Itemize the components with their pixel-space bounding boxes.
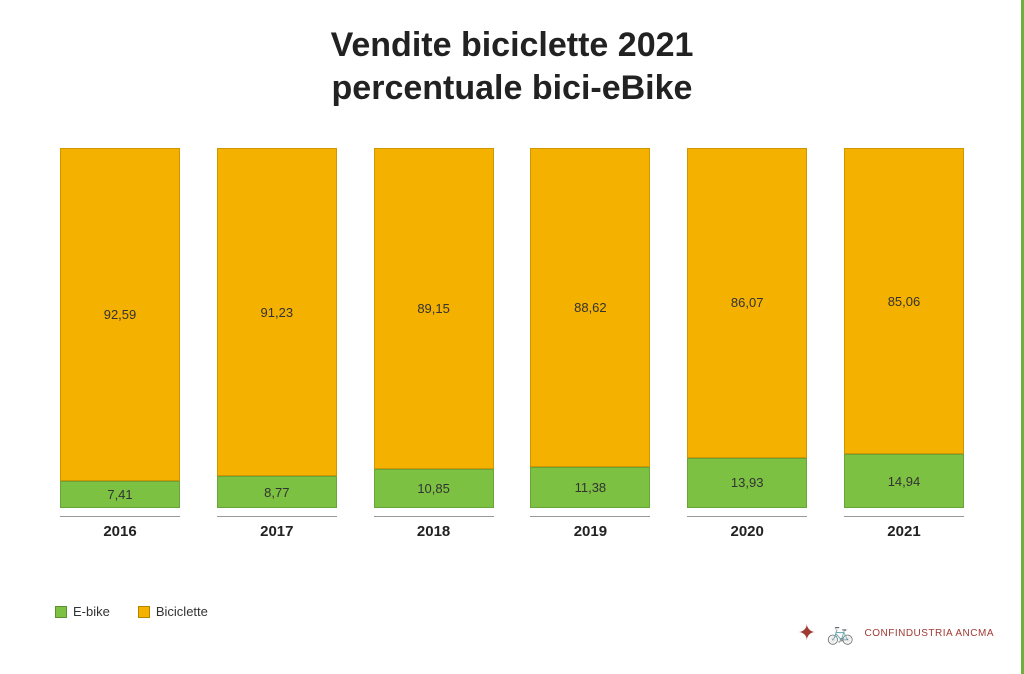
x-axis-label: 2017 (217, 516, 337, 540)
bar-stack: 10,8589,15 (374, 148, 494, 508)
segment-bici: 86,07 (687, 148, 807, 458)
bar-group-2021: 14,9485,06 2021 (834, 148, 974, 540)
bar-stack: 13,9386,07 (687, 148, 807, 508)
segment-ebike: 14,94 (844, 454, 964, 508)
bar-group-2020: 13,9386,07 2020 (677, 148, 817, 540)
segment-ebike: 13,93 (687, 458, 807, 508)
segment-bici: 92,59 (60, 148, 180, 481)
x-axis-label: 2020 (687, 516, 807, 540)
segment-bici: 89,15 (374, 148, 494, 469)
segment-bici: 88,62 (530, 148, 650, 467)
eagle-icon: ✦ (798, 622, 817, 644)
footer-logo: ✦ 🚲 CONFINDUSTRIA ANCMA (798, 622, 994, 644)
bar-stack: 14,9485,06 (844, 148, 964, 508)
bar-group-2017: 8,7791,23 2017 (207, 148, 347, 540)
bar-stack: 8,7791,23 (217, 148, 337, 508)
x-axis-label: 2016 (60, 516, 180, 540)
segment-ebike: 8,77 (217, 476, 337, 508)
chart-title-line2: percentuale bici-eBike (0, 67, 1024, 110)
segment-ebike: 11,38 (530, 467, 650, 508)
bar-group-2019: 11,3888,62 2019 (520, 148, 660, 540)
legend-item-bici: Biciclette (138, 604, 208, 619)
chart-title-line1: Vendite biciclette 2021 (0, 24, 1024, 67)
x-axis-label: 2021 (844, 516, 964, 540)
legend-label-bici: Biciclette (156, 604, 208, 619)
legend-swatch-bici (138, 606, 150, 618)
segment-ebike: 10,85 (374, 469, 494, 508)
bar-stack: 7,4192,59 (60, 148, 180, 508)
legend-label-ebike: E-bike (73, 604, 110, 619)
x-axis-label: 2018 (374, 516, 494, 540)
bike-icon: 🚲 (827, 622, 855, 644)
segment-bici: 85,06 (844, 148, 964, 454)
chart-title: Vendite biciclette 2021 percentuale bici… (0, 0, 1024, 109)
footer-text: CONFINDUSTRIA ANCMA (864, 628, 994, 639)
legend-swatch-ebike (55, 606, 67, 618)
bar-group-2016: 7,4192,59 2016 (50, 148, 190, 540)
segment-ebike: 7,41 (60, 481, 180, 508)
bar-stack: 11,3888,62 (530, 148, 650, 508)
x-axis-label: 2019 (530, 516, 650, 540)
bar-group-2018: 10,8589,15 2018 (364, 148, 504, 540)
segment-bici: 91,23 (217, 148, 337, 476)
legend-item-ebike: E-bike (55, 604, 110, 619)
chart-area: 7,4192,5920168,7791,23201710,8589,152018… (50, 160, 974, 540)
legend: E-bike Biciclette (55, 604, 208, 619)
